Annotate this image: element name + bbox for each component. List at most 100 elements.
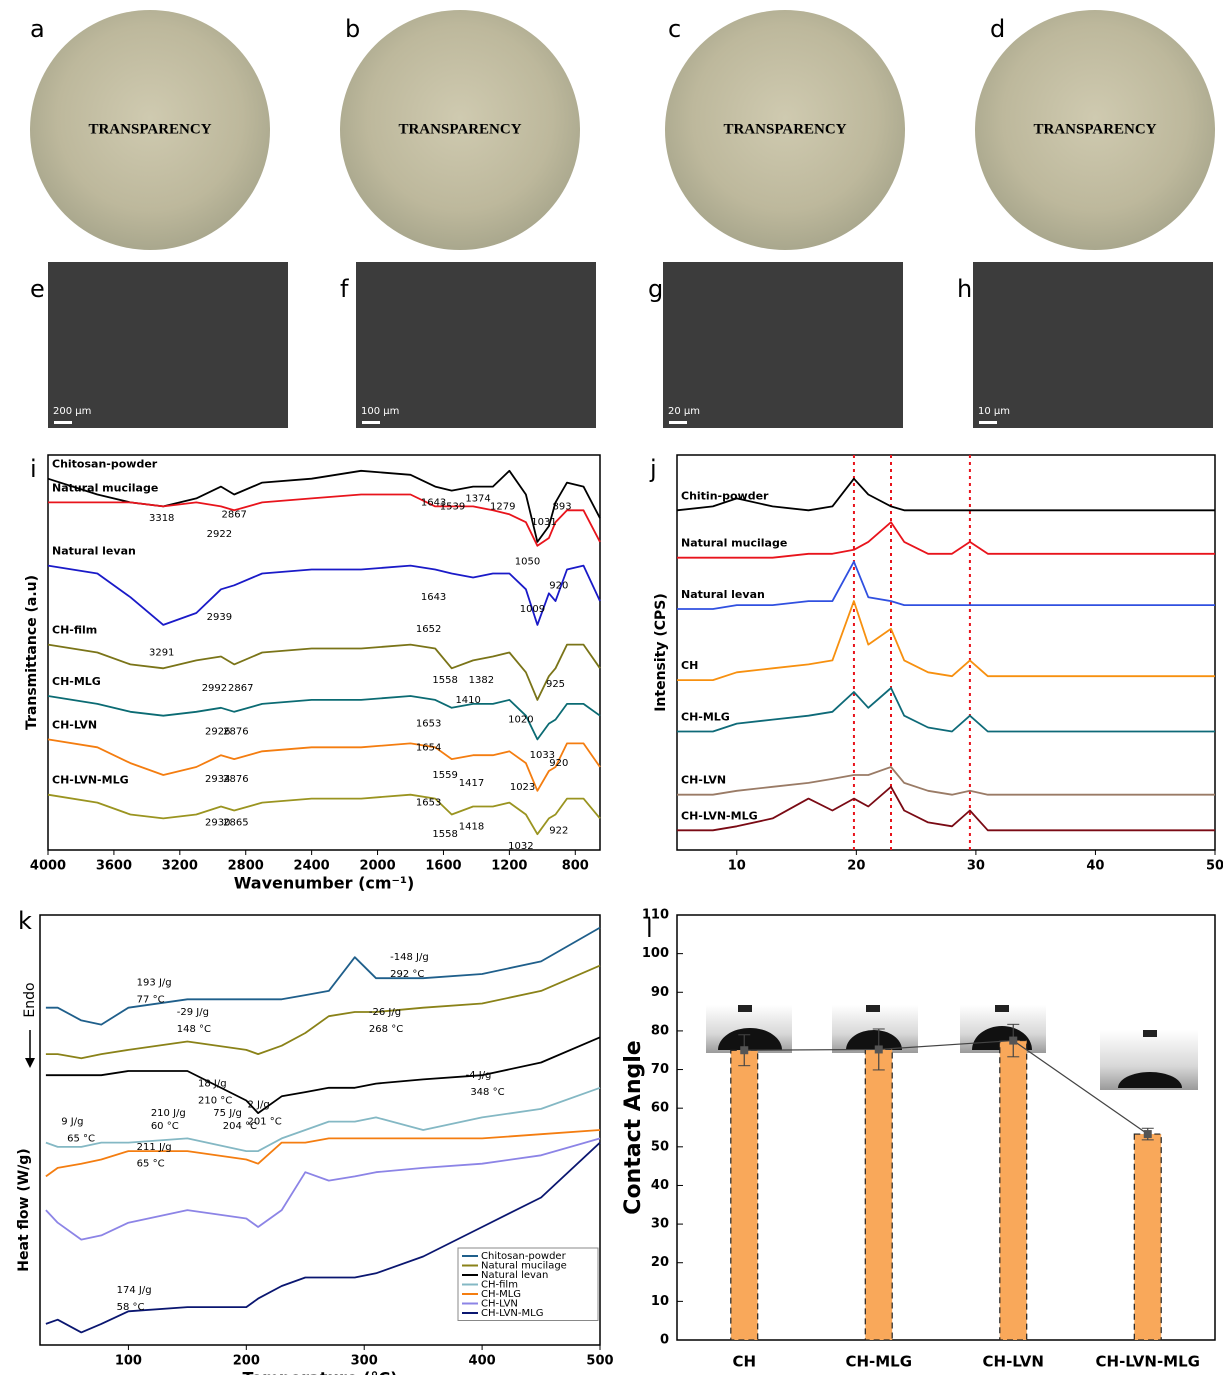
peak-label: 65 °C bbox=[67, 1133, 95, 1144]
photo-text: TRANSPARENCY bbox=[88, 121, 211, 137]
peak-label: 2934 bbox=[205, 774, 230, 785]
peak-label: 1023 bbox=[510, 782, 535, 793]
peak-label: 1410 bbox=[455, 695, 480, 706]
photo-text: TRANSPARENCY bbox=[398, 121, 521, 137]
y-tick-label: 10 bbox=[651, 1294, 669, 1309]
endo-arrowhead bbox=[25, 1058, 35, 1068]
legend-label: CH-MLG bbox=[481, 1289, 521, 1300]
series-line bbox=[45, 964, 601, 1060]
legend-label: CH-LVN-MLG bbox=[481, 1308, 543, 1319]
series-line bbox=[677, 600, 1215, 681]
y-axis-title: Contact Angle bbox=[621, 1040, 646, 1214]
peak-label: 2 J/g bbox=[247, 1100, 269, 1111]
peak-label: 1558 bbox=[432, 829, 457, 840]
x-tick-label: CH-LVN-MLG bbox=[1096, 1353, 1200, 1371]
legend-label: CH-film bbox=[481, 1280, 518, 1291]
y-tick-label: 60 bbox=[651, 1101, 669, 1116]
x-tick-label: 40 bbox=[1086, 859, 1104, 874]
series-line bbox=[45, 1086, 601, 1152]
peak-label: 77 °C bbox=[137, 994, 165, 1005]
peak-label: 925 bbox=[546, 679, 565, 690]
mean-marker bbox=[1143, 1130, 1152, 1139]
series-label: CH-LVN bbox=[52, 718, 97, 731]
y-axis-title: Transmittance (a.u) bbox=[24, 575, 40, 730]
scale-label: 20 µm bbox=[668, 406, 700, 417]
peak-label: 1031 bbox=[531, 517, 556, 528]
x-tick-label: 100 bbox=[115, 1354, 142, 1369]
panel-label: d bbox=[990, 15, 1005, 43]
film-photo bbox=[975, 10, 1215, 250]
series-line bbox=[45, 926, 601, 1026]
panel-label: k bbox=[18, 907, 32, 935]
legend-label: CH-LVN bbox=[481, 1299, 518, 1310]
series-line bbox=[677, 785, 1215, 832]
peak-label: 1279 bbox=[490, 501, 515, 512]
series-label: CH-film bbox=[52, 624, 97, 637]
series-label: CH bbox=[681, 659, 698, 672]
panel-label: f bbox=[340, 275, 349, 303]
peak-label: 2922 bbox=[207, 529, 232, 540]
series-label: Natural levan bbox=[681, 588, 765, 601]
peak-label: 1654 bbox=[416, 742, 441, 753]
x-tick-label: 3600 bbox=[96, 859, 132, 874]
plot-frame bbox=[676, 454, 1216, 851]
legend-label: Chitosan-powder bbox=[481, 1251, 567, 1262]
photo-text: TRANSPARENCY bbox=[723, 121, 846, 137]
peak-label: 210 °C bbox=[198, 1095, 232, 1106]
peak-label: 1643 bbox=[421, 497, 446, 508]
x-tick-label: 20 bbox=[847, 859, 865, 874]
series-line bbox=[677, 766, 1215, 796]
droplet-inset bbox=[706, 1005, 792, 1053]
scale-bar bbox=[362, 421, 380, 424]
series-line bbox=[47, 564, 601, 626]
y-tick-label: 20 bbox=[651, 1255, 669, 1270]
peak-label: 2930 bbox=[205, 817, 230, 828]
peak-label: 268 °C bbox=[369, 1024, 403, 1035]
panel-label: b bbox=[345, 15, 360, 43]
plot-frame bbox=[47, 454, 601, 851]
series-label: CH-MLG bbox=[681, 711, 730, 724]
x-tick-label: 1200 bbox=[491, 859, 527, 874]
peak-label: 1652 bbox=[416, 624, 441, 635]
x-tick-label: 300 bbox=[351, 1354, 378, 1369]
panel-label: g bbox=[648, 275, 663, 303]
y-tick-label: 110 bbox=[642, 908, 669, 923]
photo-text: TRANSPARENCY bbox=[1033, 121, 1156, 137]
droplet-inset bbox=[1100, 1030, 1198, 1090]
bar bbox=[730, 1049, 759, 1341]
peak-label: 1653 bbox=[416, 719, 441, 730]
y-tick-label: 70 bbox=[651, 1062, 669, 1077]
y-tick-label: 80 bbox=[651, 1023, 669, 1038]
peak-label: 920 bbox=[549, 758, 568, 769]
plot-frame bbox=[676, 914, 1216, 1341]
series-label: CH-LVN-MLG bbox=[52, 774, 129, 787]
x-tick-label: CH-LVN bbox=[983, 1353, 1044, 1371]
peak-label: 9 J/g bbox=[61, 1117, 83, 1128]
x-tick-label: 2000 bbox=[359, 859, 395, 874]
peak-label: 1050 bbox=[515, 557, 540, 568]
peak-label: -4 J/g bbox=[466, 1070, 492, 1081]
peak-label: 2876 bbox=[223, 727, 248, 738]
peak-label: 2939 bbox=[207, 612, 232, 623]
peak-label: -26 J/g bbox=[369, 1007, 401, 1018]
peak-label: 2992 bbox=[202, 683, 227, 694]
y-tick-label: 90 bbox=[651, 985, 669, 1000]
series-line bbox=[48, 493, 601, 547]
peak-label: 922 bbox=[549, 825, 568, 836]
series-line bbox=[676, 477, 1215, 512]
peak-label: -148 J/g bbox=[390, 952, 429, 963]
peak-label: 1643 bbox=[421, 592, 446, 603]
peak-label: 193 J/g bbox=[137, 977, 172, 988]
peak-label: 210 J/g bbox=[151, 1108, 186, 1119]
film-photo bbox=[340, 10, 580, 250]
series-line bbox=[47, 738, 601, 792]
x-tick-label: 200 bbox=[233, 1354, 260, 1369]
peak-label: 1009 bbox=[520, 604, 545, 615]
peak-label: 211 J/g bbox=[137, 1142, 172, 1153]
series-line bbox=[45, 1141, 601, 1334]
x-tick-label: 1600 bbox=[425, 859, 461, 874]
series-line bbox=[47, 643, 601, 701]
mean-marker bbox=[874, 1045, 883, 1054]
peak-label: 2865 bbox=[223, 817, 248, 828]
